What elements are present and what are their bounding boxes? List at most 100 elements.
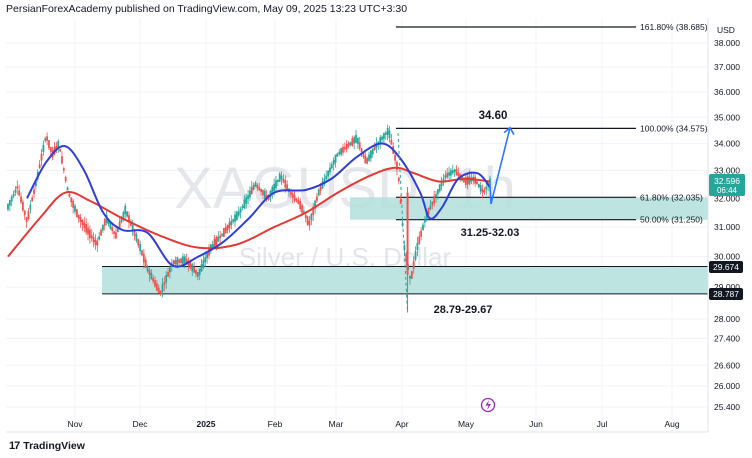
candle-body[interactable] <box>249 190 251 198</box>
candle-body[interactable] <box>485 186 488 190</box>
candle-body[interactable] <box>427 208 430 215</box>
candle-body[interactable] <box>154 280 156 287</box>
candle-body[interactable] <box>236 211 238 220</box>
candle-body[interactable] <box>189 262 192 269</box>
candle-body[interactable] <box>83 222 86 229</box>
candle-body[interactable] <box>396 161 398 170</box>
candle-body[interactable] <box>96 240 99 246</box>
candle-body[interactable] <box>38 164 41 169</box>
candle-body[interactable] <box>304 215 307 219</box>
candle-body[interactable] <box>448 172 450 176</box>
candle-body[interactable] <box>102 224 104 231</box>
candle-body[interactable] <box>466 176 469 185</box>
candle-body[interactable] <box>90 235 93 239</box>
candle-body[interactable] <box>453 169 456 172</box>
candle-body[interactable] <box>88 229 91 239</box>
candle-body[interactable] <box>451 170 454 174</box>
candle-body[interactable] <box>321 181 324 189</box>
candle-body[interactable] <box>241 205 244 209</box>
candle-body[interactable] <box>418 236 421 244</box>
candle-body[interactable] <box>7 203 9 210</box>
candle-body[interactable] <box>319 186 322 191</box>
candle-body[interactable] <box>8 200 11 206</box>
candle-body[interactable] <box>368 154 370 161</box>
candle-body[interactable] <box>137 239 140 246</box>
candle-body[interactable] <box>446 172 449 178</box>
candle-body[interactable] <box>423 219 426 223</box>
candle-body[interactable] <box>271 186 274 195</box>
candle-body[interactable] <box>291 193 294 198</box>
candle-body[interactable] <box>381 136 383 141</box>
candle-body[interactable] <box>353 137 356 144</box>
candle-body[interactable] <box>416 242 419 251</box>
candle-body[interactable] <box>146 266 149 272</box>
candle-body[interactable] <box>113 231 115 234</box>
tradingview-brand[interactable]: 17 TradingView <box>9 440 85 452</box>
candle-body[interactable] <box>412 261 415 269</box>
candle-body[interactable] <box>256 184 259 189</box>
candle-body[interactable] <box>349 142 352 146</box>
candle-body[interactable] <box>479 185 482 192</box>
candle-body[interactable] <box>92 237 95 243</box>
candle-body[interactable] <box>172 260 175 265</box>
candle-body[interactable] <box>234 214 236 222</box>
candle-body[interactable] <box>94 239 97 246</box>
candle-body[interactable] <box>213 238 216 248</box>
candle-body[interactable] <box>247 195 249 200</box>
candle-body[interactable] <box>157 287 160 294</box>
candle-body[interactable] <box>450 170 452 176</box>
candle-body[interactable] <box>10 196 13 202</box>
candle-body[interactable] <box>180 258 182 263</box>
candle-body[interactable] <box>477 184 480 188</box>
candle-body[interactable] <box>49 147 52 152</box>
candle-body[interactable] <box>198 268 201 275</box>
plot-area[interactable] <box>6 18 708 432</box>
candle-body[interactable] <box>297 200 300 205</box>
candle-body[interactable] <box>444 175 447 178</box>
candle-body[interactable] <box>440 182 443 187</box>
candle-body[interactable] <box>16 186 19 189</box>
candle-body[interactable] <box>33 189 35 195</box>
candle-body[interactable] <box>111 227 114 232</box>
candle-body[interactable] <box>35 181 37 187</box>
candle-body[interactable] <box>85 223 88 233</box>
candle-body[interactable] <box>289 192 292 195</box>
candle-body[interactable] <box>464 177 467 185</box>
candle-body[interactable] <box>325 175 328 180</box>
candle-body[interactable] <box>202 259 205 268</box>
candle-body[interactable] <box>183 256 186 264</box>
candlestick-series[interactable] <box>7 124 491 313</box>
candle-body[interactable] <box>280 175 283 180</box>
candle-body[interactable] <box>252 184 255 190</box>
candle-body[interactable] <box>232 219 235 222</box>
candle-body[interactable] <box>57 140 60 148</box>
candle-body[interactable] <box>230 220 233 226</box>
candle-body[interactable] <box>362 152 365 158</box>
candle-body[interactable] <box>399 199 402 204</box>
blue-moving-average[interactable] <box>26 142 491 268</box>
candle-body[interactable] <box>122 212 125 218</box>
red-moving-average[interactable] <box>7 166 491 258</box>
candle-body[interactable] <box>438 184 441 192</box>
candle-body[interactable] <box>191 264 194 272</box>
candle-body[interactable] <box>64 176 67 182</box>
candle-body[interactable] <box>40 153 43 161</box>
candle-body[interactable] <box>126 211 129 217</box>
candle-body[interactable] <box>77 214 80 219</box>
candle-body[interactable] <box>314 200 316 209</box>
candle-body[interactable] <box>414 251 417 260</box>
candle-body[interactable] <box>12 193 15 197</box>
candle-body[interactable] <box>383 133 385 139</box>
candle-body[interactable] <box>100 229 102 236</box>
candle-body[interactable] <box>124 205 127 215</box>
candle-body[interactable] <box>70 197 73 203</box>
candle-body[interactable] <box>221 233 223 236</box>
candle-body[interactable] <box>55 145 58 149</box>
candle-body[interactable] <box>18 190 21 196</box>
candle-body[interactable] <box>371 148 374 155</box>
candle-body[interactable] <box>366 158 369 164</box>
candle-body[interactable] <box>163 282 166 285</box>
spike-candle-body[interactable] <box>406 192 409 275</box>
candle-body[interactable] <box>150 272 153 280</box>
candle-body[interactable] <box>275 180 277 189</box>
